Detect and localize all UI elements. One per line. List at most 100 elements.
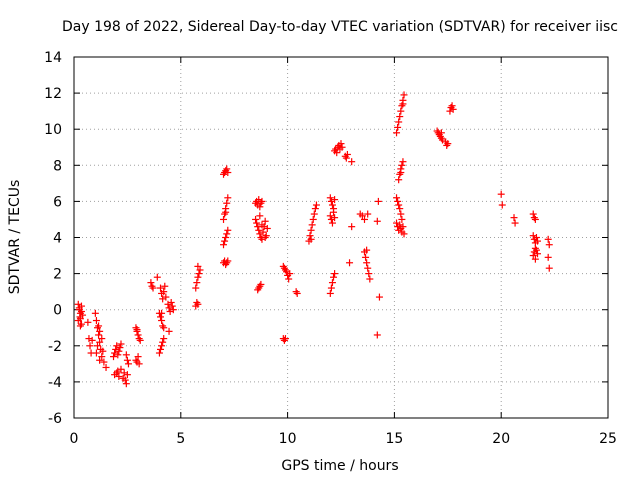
data-point — [157, 284, 165, 292]
data-point — [77, 308, 85, 316]
data-point — [393, 129, 401, 137]
data-point — [122, 380, 130, 388]
data-point — [545, 241, 553, 249]
x-tick-label: 10 — [279, 431, 297, 447]
data-point — [396, 170, 404, 178]
data-point — [397, 107, 405, 115]
data-point — [158, 309, 166, 317]
data-point — [327, 197, 335, 205]
y-tick-label: 2 — [53, 267, 62, 283]
data-point — [398, 102, 406, 110]
data-point — [259, 228, 267, 236]
axis-ticks: 0 5 10 15 20 25 -6 -4 -2 0 2 4 6 8 10 12 14 — [44, 50, 617, 447]
data-point — [254, 223, 262, 231]
data-point — [98, 335, 106, 343]
data-point — [149, 284, 157, 292]
data-point — [312, 201, 320, 209]
data-point — [84, 318, 92, 326]
data-point — [529, 210, 537, 218]
data-point — [358, 212, 366, 220]
data-point — [400, 91, 408, 99]
y-tick-label: 14 — [44, 50, 62, 66]
data-point — [365, 270, 373, 278]
data-point — [363, 259, 371, 267]
data-point — [400, 230, 408, 238]
data-point — [293, 289, 301, 297]
data-point — [399, 158, 407, 166]
data-point — [258, 221, 266, 229]
data-point — [134, 331, 142, 339]
x-tick-label: 25 — [599, 431, 617, 447]
x-tick-label: 20 — [492, 431, 510, 447]
y-tick-label: 0 — [53, 303, 62, 319]
data-point — [169, 306, 177, 314]
data-point — [135, 335, 143, 343]
data-point — [399, 100, 407, 108]
data-point — [531, 215, 539, 223]
data-point — [396, 113, 404, 121]
data-point — [192, 284, 200, 292]
data-point — [306, 232, 314, 240]
data-point — [220, 215, 228, 223]
data-point — [374, 197, 382, 205]
data-point — [258, 197, 266, 205]
data-point — [310, 210, 318, 218]
data-point — [194, 262, 202, 270]
data-point — [364, 264, 372, 272]
data-point — [148, 282, 156, 290]
data-point — [343, 150, 351, 158]
data-point — [328, 219, 336, 227]
data-point — [399, 223, 407, 231]
data-point — [195, 270, 203, 278]
data-point — [256, 212, 264, 220]
data-point — [124, 360, 132, 368]
data-point — [96, 356, 104, 364]
x-tick-label: 5 — [176, 431, 185, 447]
data-point — [348, 223, 356, 231]
data-point — [117, 365, 125, 373]
y-tick-label: 12 — [44, 86, 62, 102]
y-tick-label: -4 — [48, 375, 62, 391]
y-tick-label: -6 — [48, 411, 62, 427]
data-point — [331, 270, 339, 278]
data-point — [362, 253, 370, 261]
data-point — [261, 217, 269, 225]
data-point — [395, 201, 403, 209]
data-point — [330, 273, 338, 281]
y-tick-label: 8 — [53, 158, 62, 174]
data-point — [96, 327, 104, 335]
data-point — [162, 293, 170, 301]
data-point — [331, 214, 339, 222]
data-point — [285, 275, 293, 283]
data-point — [256, 203, 264, 211]
data-point — [348, 158, 356, 166]
data-point — [364, 210, 372, 218]
data-point — [95, 331, 103, 339]
data-point — [327, 284, 335, 292]
data-point — [155, 349, 163, 357]
data-point — [443, 141, 451, 149]
data-point — [328, 201, 336, 209]
x-tick-label: 15 — [385, 431, 403, 447]
chart-title: Day 198 of 2022, Sidereal Day-to-day VTE… — [62, 19, 618, 35]
data-point — [134, 353, 142, 361]
data-point — [193, 298, 201, 306]
data-point — [449, 105, 457, 113]
data-point — [117, 340, 125, 348]
data-point — [222, 208, 230, 216]
data-point — [262, 232, 270, 240]
data-point — [92, 349, 100, 357]
data-point — [194, 300, 202, 308]
data-point — [100, 358, 108, 366]
data-point — [498, 201, 506, 209]
data-point — [114, 351, 122, 359]
data-point — [333, 149, 341, 157]
data-point — [397, 169, 405, 177]
data-point — [136, 336, 144, 344]
data-point — [510, 214, 518, 222]
data-point — [76, 313, 84, 321]
data-point — [394, 123, 402, 131]
data-point — [311, 205, 319, 213]
data-point — [224, 169, 232, 177]
data-point — [157, 345, 165, 353]
